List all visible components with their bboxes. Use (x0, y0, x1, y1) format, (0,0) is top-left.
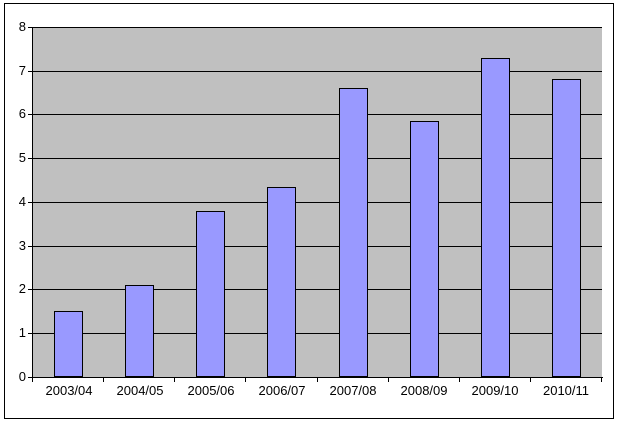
y-axis-label: 1 (18, 325, 26, 340)
x-axis-label: 2007/08 (329, 383, 377, 398)
gridline (33, 71, 602, 72)
bar (552, 79, 581, 377)
bar (339, 88, 368, 377)
gridline (33, 289, 602, 290)
y-axis-tick (28, 333, 32, 334)
gridline (33, 27, 602, 28)
x-axis-label: 2005/06 (187, 383, 235, 398)
y-axis-label: 4 (18, 194, 26, 209)
y-axis (32, 27, 33, 378)
y-axis-tick (28, 377, 32, 378)
y-axis-label: 6 (18, 106, 26, 121)
y-axis-label: 3 (18, 238, 26, 253)
y-axis-tick (28, 158, 32, 159)
x-axis-tick (245, 378, 246, 382)
x-axis-tick (317, 378, 318, 382)
bar (267, 187, 296, 377)
x-axis-tick (103, 378, 104, 382)
gridline (33, 246, 602, 247)
x-axis-label: 2010/11 (542, 383, 590, 398)
y-axis-tick (28, 114, 32, 115)
gridline (33, 333, 602, 334)
bar (125, 285, 154, 377)
x-axis-label: 2006/07 (258, 383, 306, 398)
bar (54, 311, 83, 377)
y-axis-label: 7 (18, 63, 26, 78)
x-axis (32, 377, 603, 378)
bar (196, 211, 225, 377)
plot-area (33, 27, 602, 377)
x-axis-label: 2008/09 (400, 383, 448, 398)
x-axis-tick (388, 378, 389, 382)
y-axis-label: 5 (18, 150, 26, 165)
y-axis-label: 8 (18, 19, 26, 34)
x-axis-label: 2009/10 (471, 383, 519, 398)
gridline (33, 114, 602, 115)
bar (410, 121, 439, 377)
x-axis-label: 2003/04 (45, 383, 93, 398)
y-axis-tick (28, 246, 32, 247)
y-axis-tick (28, 71, 32, 72)
gridline (33, 158, 602, 159)
x-axis-tick (530, 378, 531, 382)
x-axis-tick (32, 378, 33, 382)
y-axis-tick (28, 289, 32, 290)
y-axis-label: 2 (18, 281, 26, 296)
y-axis-tick (28, 27, 32, 28)
x-axis-label: 2004/05 (116, 383, 164, 398)
x-axis-tick (174, 378, 175, 382)
gridline (33, 202, 602, 203)
x-axis-tick (601, 378, 602, 382)
x-axis-tick (459, 378, 460, 382)
y-axis-label: 0 (18, 369, 26, 384)
y-axis-tick (28, 202, 32, 203)
bar (481, 58, 510, 377)
